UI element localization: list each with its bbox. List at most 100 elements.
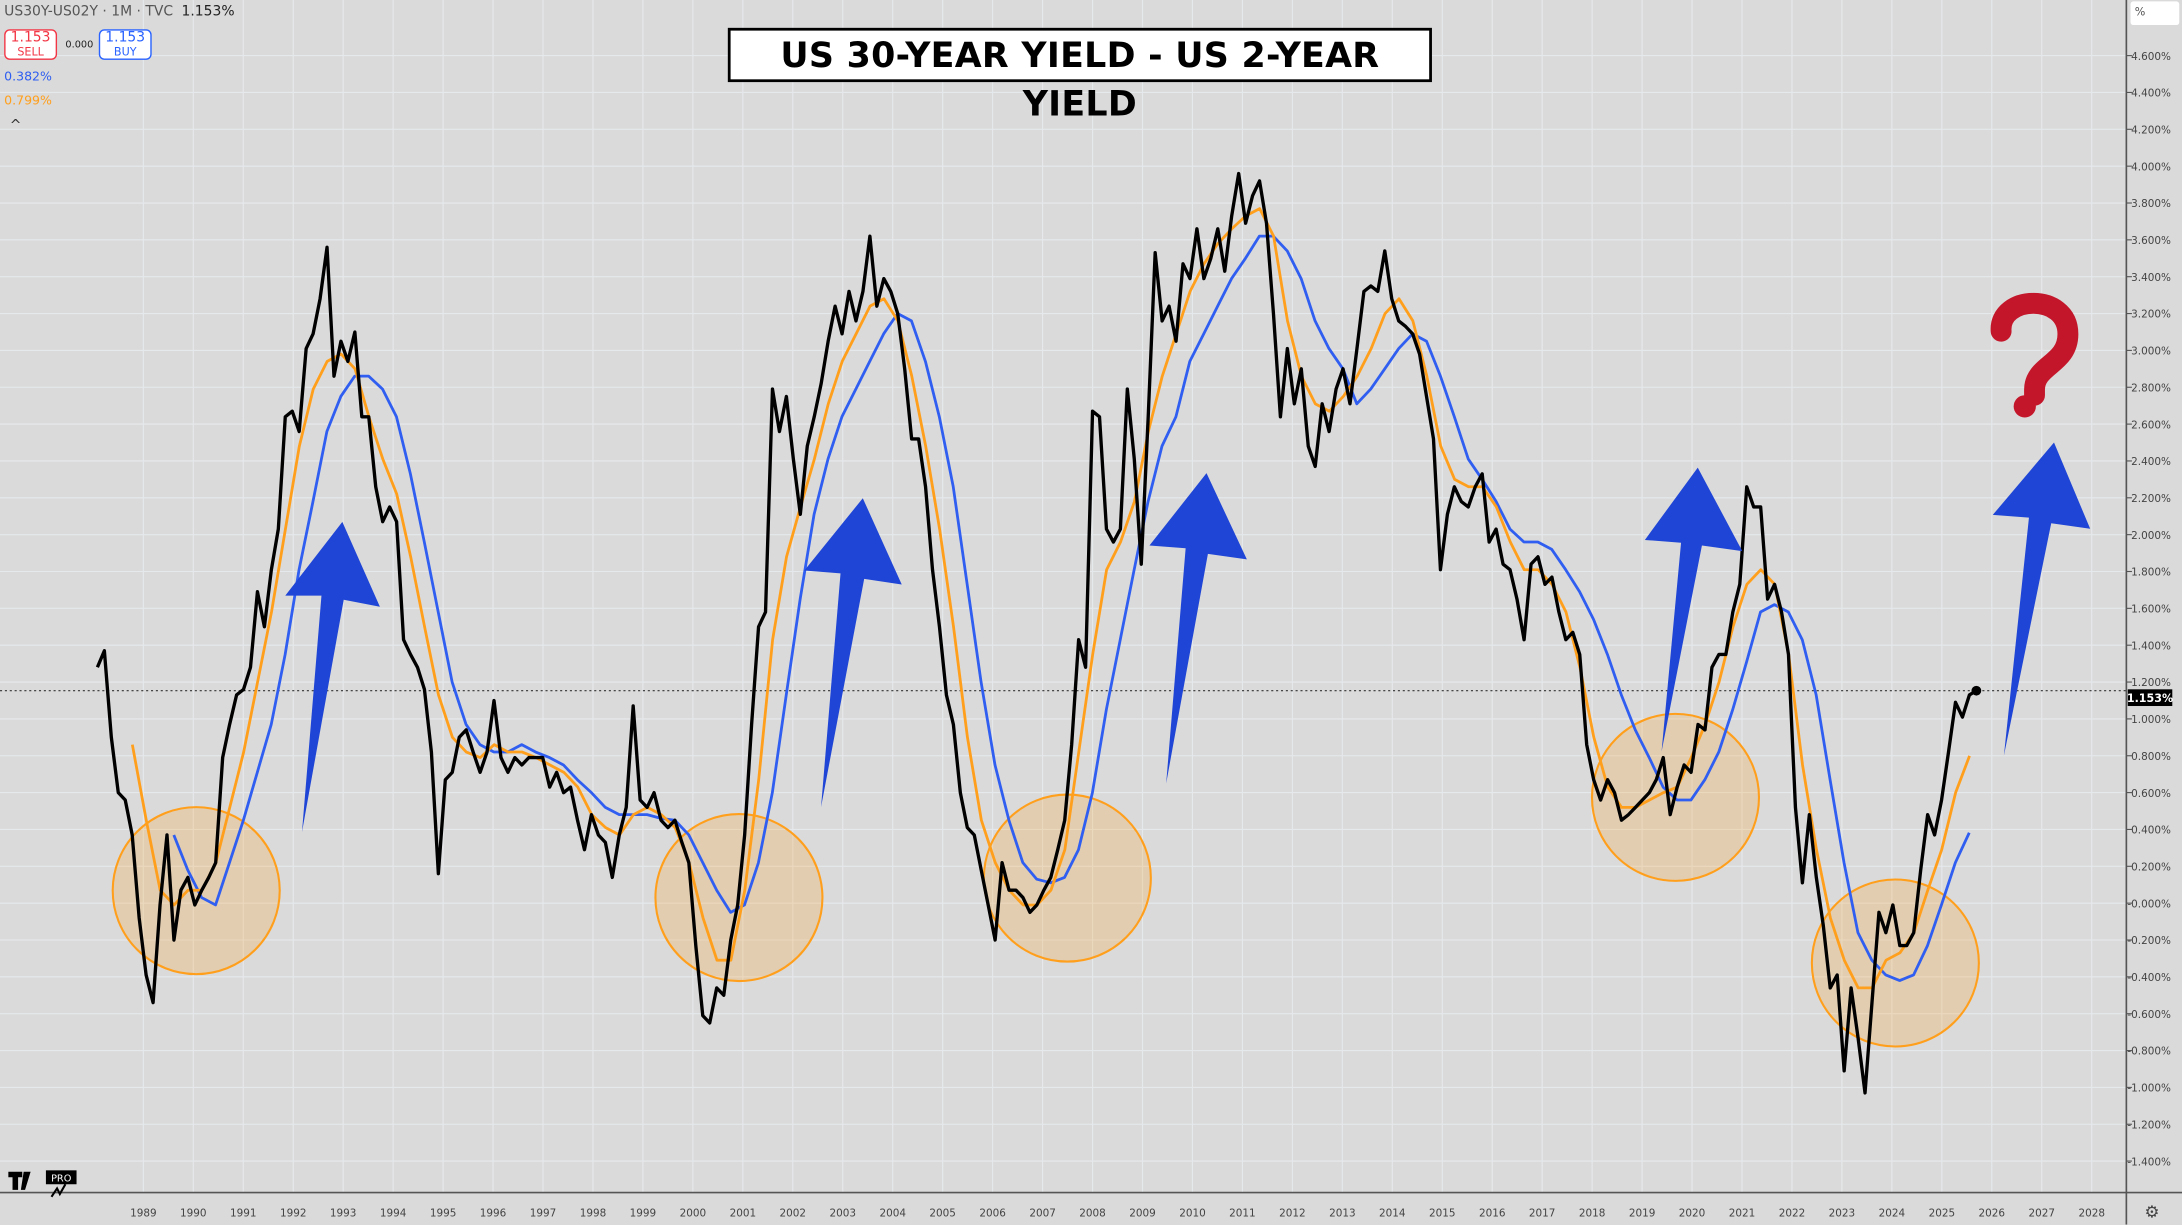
x-tick-label: 1996 [480, 1207, 507, 1219]
last-price-label: 1.153% [2127, 689, 2173, 707]
x-tick-label: 1999 [630, 1207, 657, 1219]
x-tick-label: 1998 [580, 1207, 607, 1219]
spread-value: 0.000 [65, 38, 94, 51]
y-tick-label: 4.400% [2131, 88, 2171, 100]
legend-fast-ma-value[interactable]: 0.799% [4, 94, 52, 109]
last-price-label-bg [2127, 689, 2173, 707]
y-tick-label: 2.400% [2131, 456, 2171, 468]
series-line-fast-ma [130, 207, 1971, 990]
y-tick-label: -1.000% [2127, 1083, 2171, 1095]
x-tick-label: 1989 [130, 1207, 157, 1219]
question-mark-dot [2013, 395, 2036, 418]
up-arrow-icon [1149, 473, 1247, 784]
legend-slow-ma-value[interactable]: 0.382% [4, 70, 52, 85]
y-tick-label: 1.400% [2131, 640, 2171, 652]
y-tick-label: -0.600% [2127, 1009, 2171, 1021]
y-tick-label: 2.600% [2131, 419, 2171, 431]
y-tick-label: 2.800% [2131, 382, 2171, 394]
x-tick-label: 2002 [780, 1207, 807, 1219]
x-tick-label: 2017 [1529, 1207, 1556, 1219]
last-value: 1.153% [181, 4, 235, 20]
x-tick-label: 2008 [1079, 1207, 1106, 1219]
x-tick-label: 2015 [1429, 1207, 1456, 1219]
price-axis[interactable]: 4.600% 4.400% 4.200% 4.000% 3.800% 3.600% 3.40… [2126, 51, 2171, 1168]
y-tick-label: 3.200% [2131, 309, 2171, 321]
trough-highlight-circle [1810, 878, 1980, 1048]
x-tick-label: 2020 [1679, 1207, 1706, 1219]
y-tick-label: -1.400% [2127, 1156, 2171, 1168]
x-tick-label: 2016 [1479, 1207, 1506, 1219]
up-arrow-icon [1644, 467, 1743, 752]
last-price-dot [1971, 685, 1982, 696]
x-tick-label: 2006 [979, 1207, 1006, 1219]
y-tick-label: 2.200% [2131, 493, 2171, 505]
tradingview-pro-logo: PRO [8, 1170, 77, 1198]
buy-button[interactable]: 1.153 BUY [98, 29, 152, 60]
y-tick-label: 4.000% [2131, 161, 2171, 173]
y-tick-label: 0.600% [2131, 788, 2171, 800]
x-tick-label: 2011 [1229, 1207, 1256, 1219]
y-tick-label: -0.400% [2127, 972, 2171, 984]
series-line-slow-ma [172, 234, 1971, 982]
buy-price: 1.153 [105, 30, 146, 46]
x-tick-label: 1991 [230, 1207, 257, 1219]
x-tick-label: 1993 [330, 1207, 357, 1219]
chart-title: US 30-YEAR YIELD - US 2-YEAR YIELD [727, 27, 1432, 124]
y-tick-label: 2.000% [2131, 530, 2171, 542]
settings-gear-icon[interactable]: ⚙ [2144, 1202, 2160, 1222]
x-tick-label: 1995 [430, 1207, 457, 1219]
last-price-label-text: 1.153% [2127, 692, 2173, 705]
y-tick-label: 4.600% [2131, 51, 2171, 63]
sell-price: 1.153 [10, 30, 51, 46]
x-tick-label: 2012 [1279, 1207, 1306, 1219]
y-tick-label: 0.200% [2131, 861, 2171, 873]
y-tick-label: 1.000% [2131, 714, 2171, 726]
x-tick-label: 2009 [1129, 1207, 1156, 1219]
svg-text:PRO: PRO [51, 1173, 72, 1184]
x-tick-label: 2026 [1979, 1207, 2006, 1219]
x-tick-label: 1990 [180, 1207, 207, 1219]
symbol-header: US30Y-US02Y · 1M · TVC 1.153% [4, 4, 234, 19]
axis-unit-button[interactable]: % [2130, 1, 2180, 26]
x-tick-label: 2018 [1579, 1207, 1606, 1219]
x-tick-label: 2019 [1629, 1207, 1656, 1219]
y-tick-label: -1.200% [2127, 1119, 2171, 1131]
x-tick-label: 1994 [380, 1207, 407, 1219]
y-tick-label: 1.600% [2131, 604, 2171, 616]
x-tick-label: 2004 [879, 1207, 906, 1219]
x-tick-label: 2028 [2078, 1207, 2105, 1219]
x-tick-label: 2027 [2028, 1207, 2055, 1219]
series-group [95, 171, 1982, 1095]
y-tick-label: 1.800% [2131, 567, 2171, 579]
series-line-us30y-us02y [95, 171, 1978, 1095]
y-tick-label: 4.200% [2131, 124, 2171, 136]
question-mark-curve [1990, 293, 2079, 406]
up-arrow-icon [285, 521, 380, 833]
x-tick-label: 1997 [530, 1207, 557, 1219]
question-mark-icon [1990, 293, 2079, 418]
up-arrow-icon [1992, 442, 2091, 756]
y-tick-label: -0.800% [2127, 1046, 2171, 1058]
y-tick-label: 3.000% [2131, 346, 2171, 358]
x-tick-label: 2000 [680, 1207, 707, 1219]
y-tick-label: 3.400% [2131, 272, 2171, 284]
arrows [285, 442, 2091, 833]
y-tick-label: 1.200% [2131, 677, 2171, 689]
collapse-legend-button[interactable]: ^ [9, 118, 22, 134]
x-tick-label: 2014 [1379, 1207, 1406, 1219]
x-tick-label: 2022 [1779, 1207, 1806, 1219]
x-tick-label: 2007 [1029, 1207, 1056, 1219]
x-tick-label: 2024 [1879, 1207, 1906, 1219]
x-tick-label: 2005 [929, 1207, 956, 1219]
sell-button[interactable]: 1.153 SELL [4, 29, 58, 60]
symbol-title[interactable]: US30Y-US02Y · 1M · TVC [4, 4, 174, 20]
x-tick-label: 2023 [1829, 1207, 1856, 1219]
time-axis[interactable]: 1989 1990 1991 1992 1993 1994 1995 1996 1997 1998… [130, 1207, 2105, 1219]
x-tick-label: 2010 [1179, 1207, 1206, 1219]
y-tick-label: 3.600% [2131, 235, 2171, 247]
x-tick-label: 2003 [829, 1207, 856, 1219]
x-tick-label: 2021 [1729, 1207, 1756, 1219]
y-tick-label: 3.800% [2131, 198, 2171, 210]
